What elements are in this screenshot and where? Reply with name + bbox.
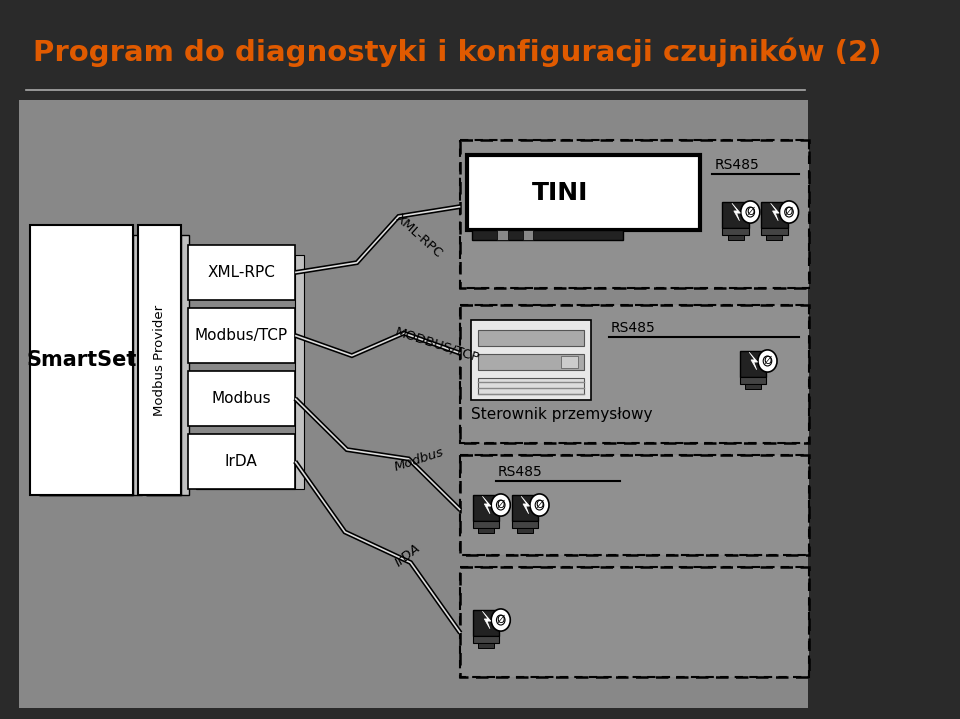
Bar xyxy=(461,140,809,288)
Polygon shape xyxy=(38,235,142,495)
Text: RS485: RS485 xyxy=(714,158,759,172)
Circle shape xyxy=(492,494,511,516)
Text: SmartSet: SmartSet xyxy=(27,350,137,370)
Bar xyxy=(471,230,622,240)
Bar xyxy=(723,228,749,235)
Bar xyxy=(478,643,494,648)
Bar xyxy=(512,495,539,521)
Bar xyxy=(461,305,809,443)
Bar xyxy=(470,320,591,400)
Bar xyxy=(477,378,585,394)
Text: IrDA: IrDA xyxy=(393,542,423,569)
Bar xyxy=(461,305,809,443)
Polygon shape xyxy=(482,611,491,629)
Bar xyxy=(761,228,787,235)
Polygon shape xyxy=(196,255,303,489)
Circle shape xyxy=(758,350,777,372)
Bar xyxy=(187,434,295,489)
Bar xyxy=(187,371,295,426)
Bar xyxy=(466,146,804,282)
Bar xyxy=(137,225,180,495)
Bar xyxy=(30,225,133,495)
Bar xyxy=(477,354,585,370)
Text: XML-RPC: XML-RPC xyxy=(393,212,445,261)
Bar xyxy=(739,351,766,377)
Bar xyxy=(187,245,295,300)
Text: Modbus: Modbus xyxy=(211,391,271,406)
Bar xyxy=(473,521,499,528)
Polygon shape xyxy=(771,203,780,221)
Text: Ø: Ø xyxy=(746,207,755,217)
Bar xyxy=(561,356,578,368)
Text: Ø: Ø xyxy=(536,500,543,510)
Circle shape xyxy=(492,609,511,631)
Bar xyxy=(466,311,804,437)
Circle shape xyxy=(530,494,549,516)
Bar xyxy=(466,573,804,671)
Bar xyxy=(473,636,499,643)
Polygon shape xyxy=(146,235,189,495)
Text: Ø: Ø xyxy=(496,500,505,510)
Text: Ø: Ø xyxy=(496,615,505,625)
Polygon shape xyxy=(749,352,757,370)
Text: Modbus: Modbus xyxy=(393,446,445,474)
Bar xyxy=(461,140,809,288)
Bar xyxy=(516,528,533,533)
Bar xyxy=(497,230,508,240)
Text: Program do diagnostyki i konfiguracji czujników (2): Program do diagnostyki i konfiguracji cz… xyxy=(33,37,881,67)
Text: RS485: RS485 xyxy=(611,321,656,335)
Text: MODBUS/TCP: MODBUS/TCP xyxy=(393,326,481,365)
Bar xyxy=(478,528,494,533)
Bar xyxy=(473,495,499,521)
Bar xyxy=(745,384,761,389)
Bar xyxy=(739,377,766,384)
Circle shape xyxy=(780,201,799,223)
Text: IrDA: IrDA xyxy=(225,454,257,469)
Polygon shape xyxy=(732,203,740,221)
Bar xyxy=(523,230,534,240)
Text: Modbus Provider: Modbus Provider xyxy=(153,304,166,416)
Bar xyxy=(473,610,499,636)
Bar xyxy=(728,235,744,239)
Text: Modbus/TCP: Modbus/TCP xyxy=(195,328,288,343)
Bar xyxy=(19,100,808,708)
Bar xyxy=(466,461,804,549)
Bar xyxy=(512,521,539,528)
Bar xyxy=(766,235,782,239)
Text: TINI: TINI xyxy=(532,180,588,204)
Bar xyxy=(461,455,809,555)
Bar xyxy=(761,202,787,228)
Bar xyxy=(187,308,295,363)
Text: XML-RPC: XML-RPC xyxy=(207,265,276,280)
Bar xyxy=(461,567,809,677)
Bar xyxy=(468,155,700,230)
Polygon shape xyxy=(482,496,491,514)
Text: RS485: RS485 xyxy=(497,465,542,479)
Text: Ø: Ø xyxy=(785,207,793,217)
Bar xyxy=(461,455,809,555)
Bar xyxy=(723,202,749,228)
Bar xyxy=(477,330,585,346)
Bar xyxy=(461,567,809,677)
Polygon shape xyxy=(521,496,530,514)
Text: Ø: Ø xyxy=(763,356,772,366)
Text: Sterownik przemysłowy: Sterownik przemysłowy xyxy=(470,406,652,421)
Circle shape xyxy=(741,201,759,223)
